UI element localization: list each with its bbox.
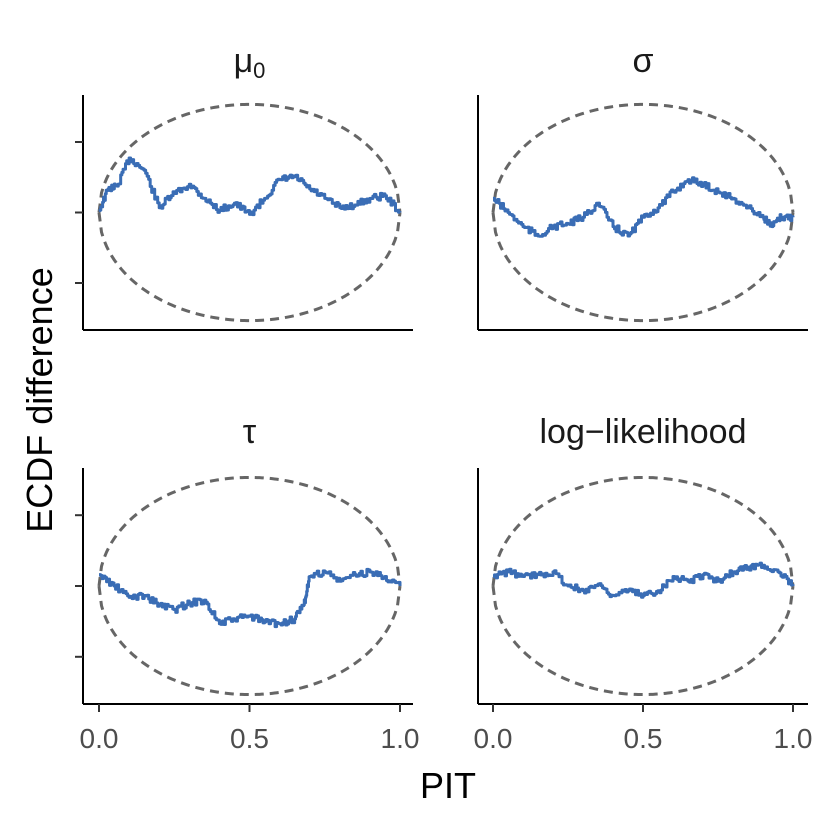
x-tick-label: 1.0 (774, 723, 813, 754)
facet-panel: μ0 (75, 42, 413, 331)
x-tick-label: 0.5 (624, 723, 663, 754)
panel-title: σ (633, 42, 654, 80)
x-tick-label: 1.0 (381, 723, 420, 754)
x-tick-label: 0.0 (474, 723, 513, 754)
lower-confidence-band (491, 212, 795, 323)
ecdf-difference-line (99, 567, 402, 629)
lower-confidence-band (97, 212, 402, 323)
ecdf-difference-line (98, 156, 402, 217)
upper-confidence-band (97, 475, 402, 587)
x-tick-label: 0.5 (230, 723, 269, 754)
ecdf-difference-line (493, 176, 795, 238)
ecdf-difference-line (493, 561, 795, 599)
upper-confidence-band (97, 102, 402, 213)
lower-confidence-band (97, 585, 402, 697)
panel-title: log−likelihood (540, 413, 747, 451)
facet-panels: μ0 σ τ 0.0 0.5 1.0 log−likelihood 0.0 0.5 1.0 (75, 42, 812, 754)
x-axis-title: PIT (420, 765, 476, 806)
facet-panel: τ 0.0 0.5 1.0 (75, 413, 419, 754)
facet-panel: σ (477, 42, 808, 331)
lower-confidence-band (491, 585, 795, 697)
panel-title: μ0 (234, 42, 266, 83)
y-axis-title: ECDF difference (19, 267, 60, 532)
facet-panel: log−likelihood 0.0 0.5 1.0 (474, 413, 813, 754)
panel-title-subscript: 0 (253, 58, 265, 83)
upper-confidence-band (491, 102, 795, 213)
panel-title: τ (243, 413, 257, 451)
x-tick-label: 0.0 (80, 723, 119, 754)
